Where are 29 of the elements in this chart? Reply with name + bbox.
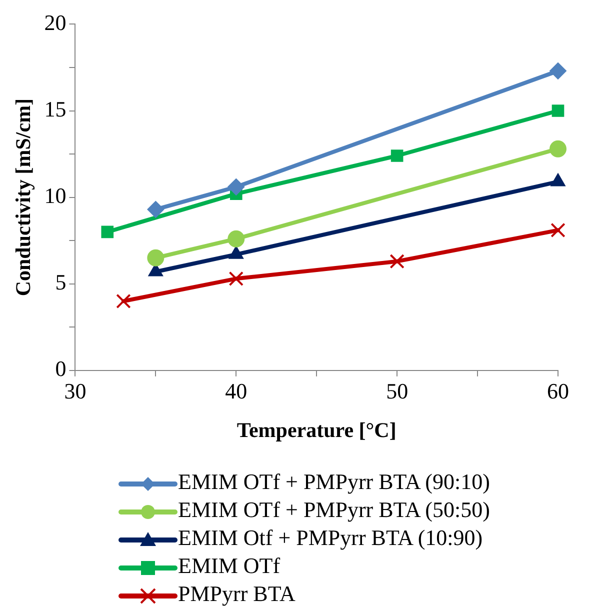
legend-label: EMIM OTf — [178, 553, 280, 578]
y-tick-label: 15 — [44, 96, 66, 122]
point — [228, 271, 244, 286]
point — [552, 104, 564, 117]
y-tick-label: 20 — [44, 10, 66, 35]
legend-label: EMIM Otf + PMPyrr BTA (10:90) — [178, 525, 483, 550]
legend-label: EMIM OTf + PMPyrr BTA (90:10) — [178, 469, 490, 494]
legend-label: PMPyrr BTA — [178, 581, 296, 606]
x-tick-label: 60 — [547, 378, 569, 404]
point — [390, 150, 404, 162]
y-tick-label: 0 — [55, 356, 66, 382]
point — [147, 200, 164, 218]
point — [147, 249, 164, 266]
point — [390, 254, 404, 269]
point — [550, 222, 566, 238]
point — [550, 140, 566, 158]
y-tick-label: 5 — [55, 270, 66, 295]
point — [101, 226, 114, 238]
x-tick-label: 30 — [64, 378, 86, 404]
x-tick-label: 40 — [225, 378, 248, 404]
x-axis-title: Temperature [°C] — [236, 418, 396, 442]
y-axis-title: Conductivity [mS/cm] — [11, 98, 36, 296]
x-tick-label: 50 — [386, 378, 408, 404]
point — [550, 62, 566, 80]
legend-label: EMIM OTf + PMPyrr BTA (50:50) — [178, 497, 490, 522]
point — [228, 178, 245, 196]
y-tick-label: 10 — [44, 183, 66, 208]
point — [116, 294, 131, 309]
point — [228, 230, 245, 248]
